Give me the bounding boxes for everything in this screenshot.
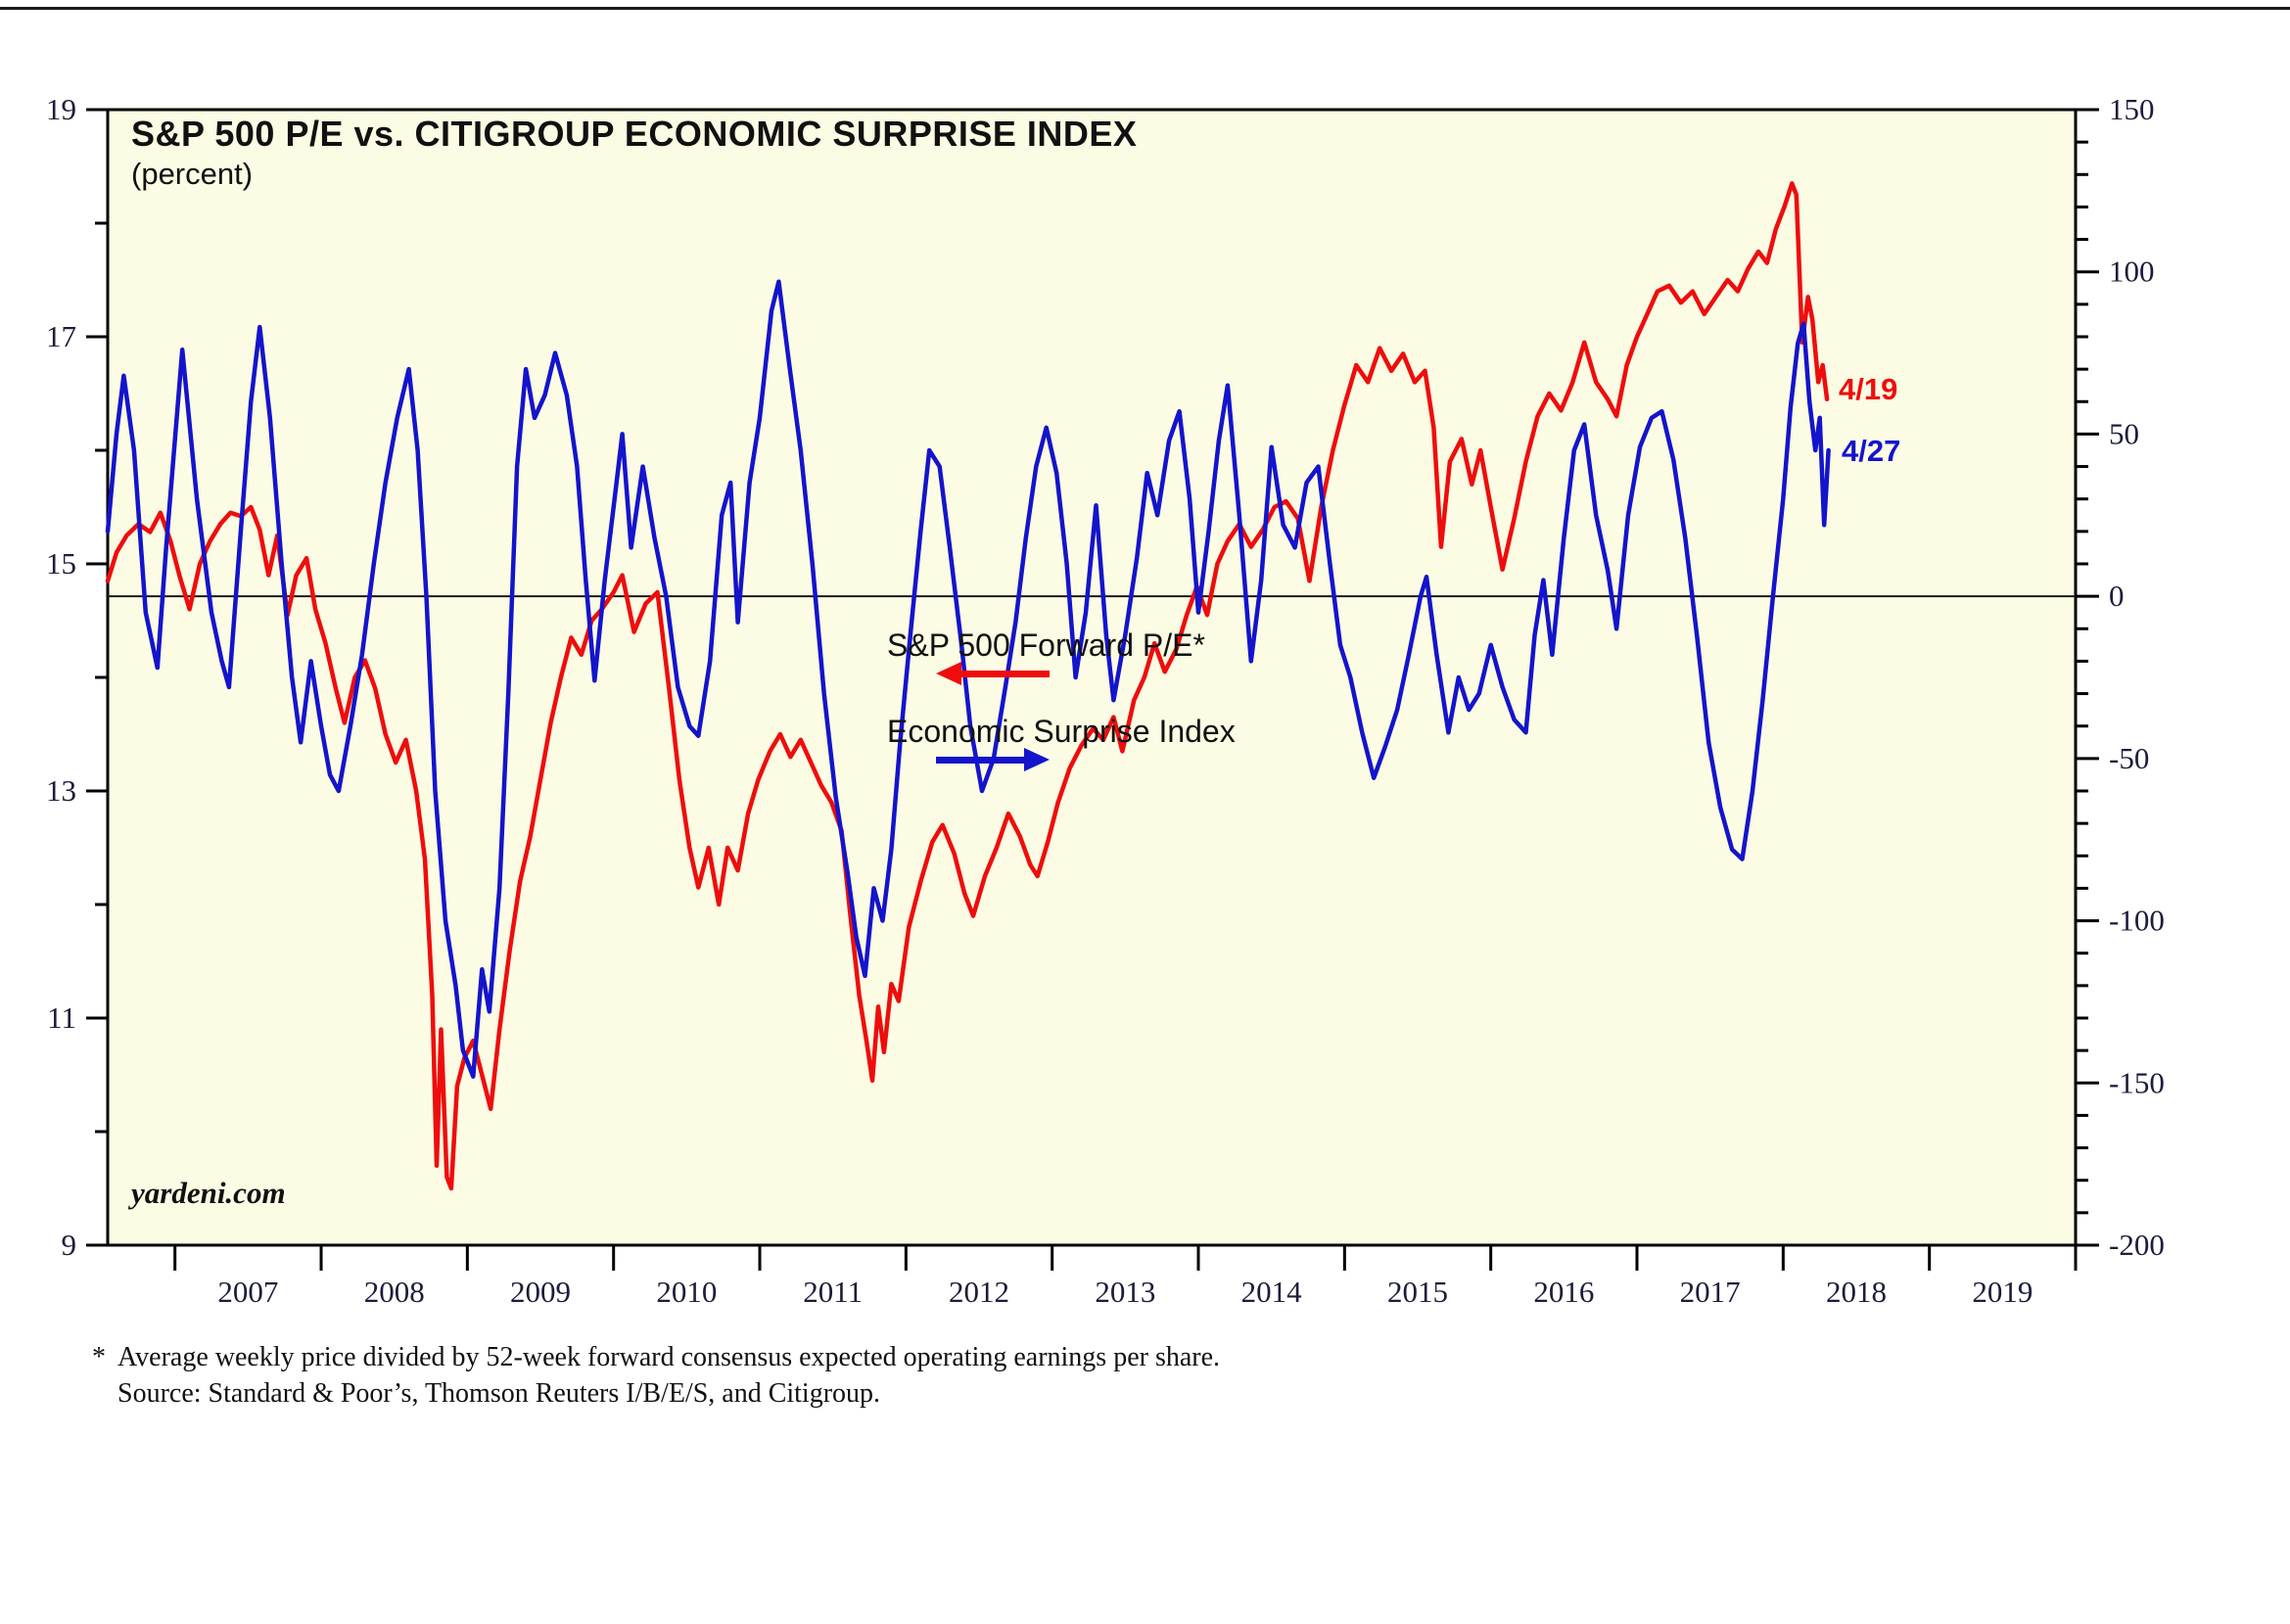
y-left-tick-label: 17 <box>46 319 76 353</box>
y-right-tick-label: -150 <box>2109 1065 2165 1099</box>
y-left-tick-label: 19 <box>46 92 76 126</box>
x-axis-year-label: 2013 <box>1095 1275 1155 1309</box>
x-axis-year-label: 2007 <box>217 1275 278 1309</box>
y-left-tick-label: 13 <box>46 773 76 808</box>
blue-series-end-date-label: 4/27 <box>1842 434 1901 468</box>
y-left-tick-label: 11 <box>47 1000 76 1035</box>
y-right-tick-label: -200 <box>2109 1228 2165 1262</box>
x-axis-year-label: 2011 <box>803 1275 863 1309</box>
x-axis-year-label: 2018 <box>1826 1275 1887 1309</box>
y-left-tick-label: 9 <box>62 1228 77 1262</box>
chart-title: S&P 500 P/E vs. CITIGROUP ECONOMIC SURPR… <box>131 114 1138 154</box>
red-left-arrow-icon <box>936 662 1050 685</box>
footnote: * Average weekly price divided by 52-wee… <box>92 1339 1684 1412</box>
y-right-tick-label: -100 <box>2109 904 2165 938</box>
x-axis-year-label: 2008 <box>364 1275 425 1309</box>
series-forward-pe <box>105 181 1830 1191</box>
x-axis-year-label: 2014 <box>1241 1275 1303 1309</box>
series-economic-surprise-index <box>105 279 1831 1079</box>
y-right-tick-label: 50 <box>2109 416 2139 450</box>
x-axis-year-label: 2019 <box>1972 1275 2033 1309</box>
y-left-tick-label: 15 <box>46 546 76 580</box>
x-axis-year-label: 2009 <box>510 1275 571 1309</box>
blue-right-arrow-icon <box>936 748 1050 771</box>
footnote-line1: Average weekly price divided by 52-week … <box>117 1342 1221 1372</box>
footnote-marker: * <box>92 1342 106 1372</box>
y-right-tick-label: 100 <box>2109 255 2155 289</box>
x-axis-year-label: 2016 <box>1533 1275 1594 1309</box>
y-right-tick-label: 0 <box>2109 579 2125 613</box>
y-right-tick-label: -50 <box>2109 741 2149 775</box>
legend-blue-label: Economic Surprise Index <box>887 714 1236 749</box>
watermark-yardeni: yardeni.com <box>131 1176 286 1210</box>
x-axis-year-label: 2010 <box>656 1275 717 1309</box>
footnote-line2: Source: Standard & Poor’s, Thomson Reute… <box>117 1378 881 1409</box>
legend-red-label: S&P 500 Forward P/E* <box>887 627 1205 663</box>
chart-subtitle: (percent) <box>131 157 254 191</box>
top-rule <box>0 7 2290 10</box>
red-series-end-date-label: 4/19 <box>1839 372 1898 406</box>
x-axis-year-label: 2012 <box>949 1275 1009 1309</box>
plot-box <box>106 108 2078 1247</box>
x-axis-year-label: 2017 <box>1680 1275 1741 1309</box>
x-axis-year-label: 2015 <box>1387 1275 1448 1309</box>
y-right-tick-label: 150 <box>2109 92 2155 126</box>
